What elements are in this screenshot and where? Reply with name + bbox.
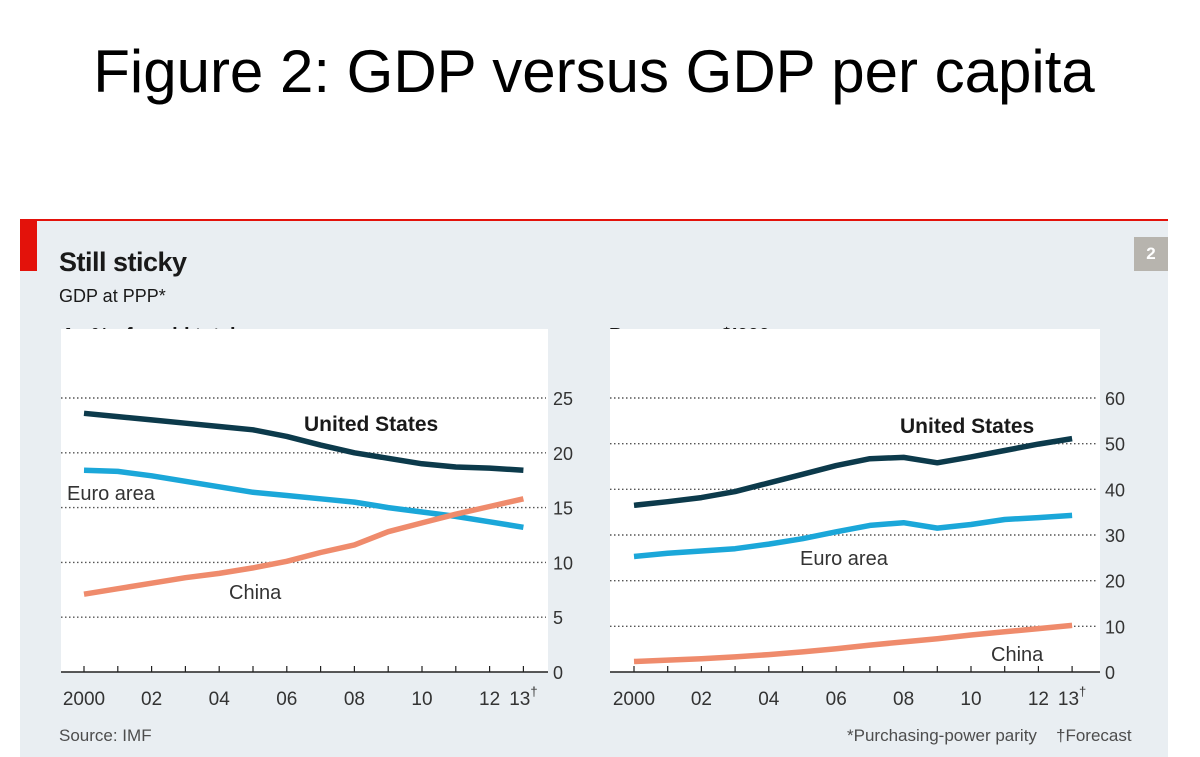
right-x-tick-label: 02 (691, 689, 712, 710)
left-y-tick-label: 10 (553, 553, 573, 573)
left-y-tick-label: 20 (553, 444, 573, 464)
left-y-tick-label: 15 (553, 499, 573, 519)
right-series-label-euro-area: Euro area (800, 548, 889, 570)
left-series-line-china (83, 496, 525, 597)
left-y-tick-label: 25 (553, 389, 573, 409)
right-y-tick-label: 50 (1105, 435, 1125, 455)
right-x-tick-label: 04 (758, 689, 780, 710)
red-accent-tab (20, 221, 37, 271)
right-series-line-united-states (633, 435, 1073, 509)
left-series-label-euro-area: Euro area (67, 483, 156, 505)
right-x-tick-label: 10 (960, 689, 981, 710)
right-x-tick-label: 2000 (613, 689, 655, 710)
left-x-tick-label: 08 (344, 689, 365, 710)
left-y-tick-label: 0 (553, 663, 563, 683)
left-x-tick-label: 04 (209, 689, 231, 710)
right-x-tick-label: 06 (826, 689, 847, 710)
left-x-tick-label: 13† (509, 684, 537, 710)
chart-number-badge: 2 (1134, 237, 1168, 271)
left-x-tick-label: 02 (141, 689, 162, 710)
right-series-label-china: China (991, 644, 1044, 666)
right-x-tick-label: 12 (1028, 689, 1049, 710)
right-y-tick-label: 20 (1105, 572, 1125, 592)
left-x-tick-label: 10 (411, 689, 432, 710)
left-y-tick-label: 5 (553, 608, 563, 628)
source-note: Source: IMF (59, 726, 152, 745)
right-x-tick-label: 08 (893, 689, 914, 710)
right-y-tick-label: 0 (1105, 663, 1115, 683)
right-y-tick-label: 30 (1105, 526, 1125, 546)
right-series-line-china (633, 622, 1073, 665)
left-x-tick-label: 12 (479, 689, 500, 710)
right-series-line-euro-area (633, 512, 1073, 560)
left-x-tick-label: 2000 (63, 689, 105, 710)
left-x-tick-label: 06 (276, 689, 297, 710)
right-y-tick-label: 40 (1105, 480, 1125, 500)
footnote-forecast: †Forecast (1056, 726, 1132, 745)
chart-title: Still sticky (59, 247, 187, 277)
right-y-tick-label: 60 (1105, 389, 1125, 409)
left-plot-area (61, 329, 548, 672)
footnote-ppp: *Purchasing-power parity (847, 726, 1037, 745)
right-series-label-united-states: United States (900, 415, 1034, 438)
chart-subtitle: GDP at PPP* (59, 286, 166, 306)
left-series-line-united-states (83, 410, 524, 474)
left-series-label-china: China (229, 582, 282, 604)
left-series-label-united-states: United States (304, 413, 438, 436)
slide-title: Figure 2: GDP versus GDP per capita (93, 38, 1095, 105)
right-x-tick-label: 13† (1058, 684, 1086, 710)
right-y-tick-label: 10 (1105, 617, 1125, 637)
